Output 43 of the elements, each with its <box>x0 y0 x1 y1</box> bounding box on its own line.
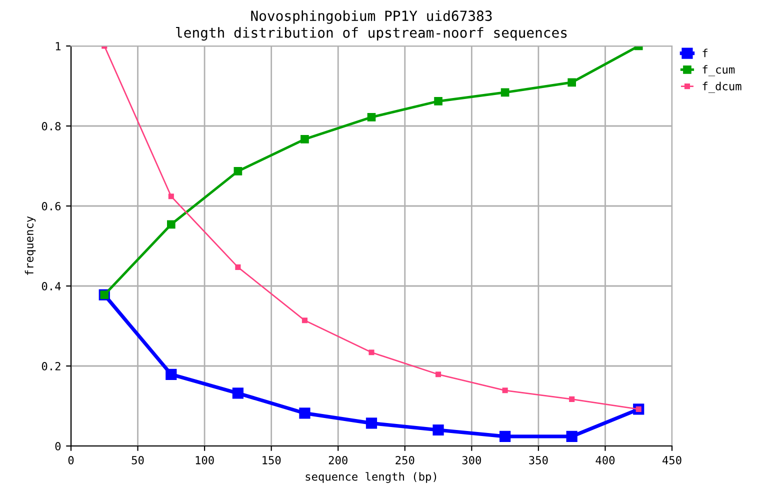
point <box>167 220 176 229</box>
x-axis-title: sequence length (bp) <box>306 472 436 483</box>
point <box>367 113 376 122</box>
point <box>166 368 177 380</box>
y-axis-title: frequency <box>24 216 36 276</box>
point <box>168 194 174 200</box>
x-tick-label: 300 <box>462 456 481 464</box>
point <box>235 264 241 270</box>
point <box>366 418 378 429</box>
legend-label: f_dcum <box>702 82 742 93</box>
point <box>502 388 508 394</box>
y-tick-label: 0.2 <box>42 362 60 370</box>
point <box>569 396 575 402</box>
x-tick-label: 400 <box>596 456 615 464</box>
x-tick-label: 250 <box>396 456 414 464</box>
legend-label: f <box>702 48 708 58</box>
point <box>566 430 578 442</box>
point <box>368 350 374 356</box>
point <box>299 408 310 419</box>
y-tick-label: 0.8 <box>42 122 61 130</box>
point <box>302 318 308 324</box>
x-tick-label: 0 <box>68 456 74 464</box>
y-tick-label: 0 <box>55 442 61 450</box>
point <box>500 88 510 97</box>
point <box>432 424 444 436</box>
x-tick-label: 100 <box>196 456 214 464</box>
x-tick-label: 450 <box>662 456 682 464</box>
chart-title: Novosphingobium PP1Y uid67383 length distribution of upstream-noorf sequences <box>176 10 567 41</box>
x-tick-label: 50 <box>132 456 144 464</box>
legend-label: f_cum <box>702 65 735 76</box>
x-tick-label: 200 <box>328 456 348 464</box>
x-tick-label: 150 <box>262 456 281 464</box>
point <box>500 430 511 442</box>
point <box>436 372 442 378</box>
point <box>434 97 442 106</box>
y-tick-label: 1 <box>56 42 61 50</box>
point <box>234 167 242 176</box>
point <box>300 135 309 144</box>
x-tick-label: 350 <box>529 456 548 464</box>
y-tick-label: 0.6 <box>42 202 61 210</box>
y-tick-label: 0.4 <box>42 282 61 290</box>
point <box>232 388 244 399</box>
point <box>568 78 576 87</box>
